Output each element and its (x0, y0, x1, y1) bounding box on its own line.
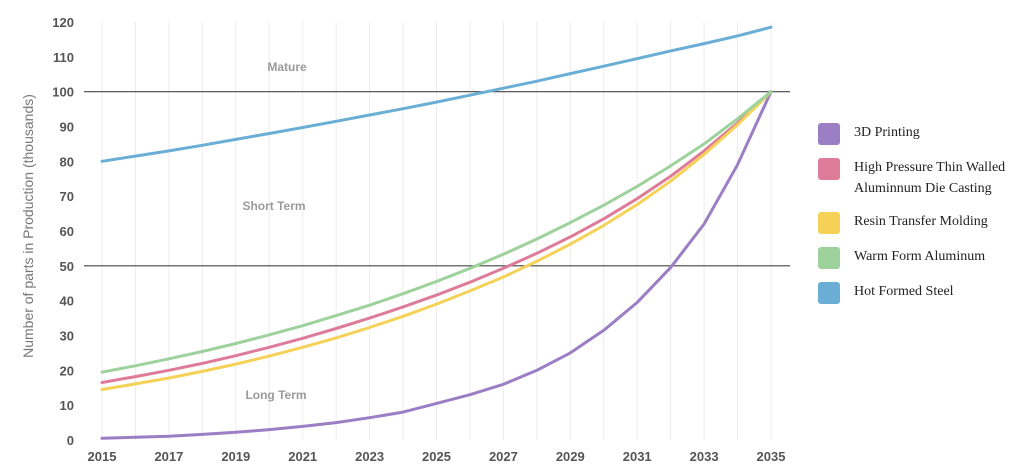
y-axis-title: Number of parts in Production (thousands… (20, 94, 36, 358)
legend-swatch (818, 158, 840, 180)
legend-item-die-casting: High Pressure Thin Walled Aluminnum Die … (818, 157, 1024, 199)
legend-item-warm-form-aluminum: Warm Form Aluminum (818, 246, 1024, 269)
y-tick-label: 0 (67, 433, 74, 448)
legend-item-hot-formed-steel: Hot Formed Steel (818, 281, 1024, 304)
x-tick-label: 2015 (88, 449, 117, 464)
x-tick-label: 2025 (422, 449, 451, 464)
y-tick-label: 30 (60, 329, 74, 344)
series-line-3 (100, 90, 773, 374)
y-tick-label: 40 (60, 294, 74, 309)
series-line-0 (100, 90, 773, 440)
x-tick-label: 2021 (288, 449, 317, 464)
x-tick-label: 2029 (556, 449, 585, 464)
series-line-4 (100, 25, 773, 163)
y-tick-labels: 0 10 20 30 40 50 60 70 80 90 100 110 120 (52, 15, 74, 448)
x-tick-label: 2031 (623, 449, 652, 464)
chart-legend: 3D Printing High Pressure Thin Walled Al… (818, 122, 1024, 316)
y-tick-label: 70 (60, 189, 74, 204)
y-tick-label: 90 (60, 120, 74, 135)
legend-label: High Pressure Thin Walled Aluminnum Die … (854, 160, 1006, 196)
legend-swatch (818, 247, 840, 269)
legend-label: 3D Printing (854, 125, 920, 140)
x-tick-label: 2033 (690, 449, 719, 464)
x-tick-labels: 2015 2017 2019 2021 2023 2025 2027 2029 2031 2033… (88, 449, 786, 464)
x-tick-label: 2027 (489, 449, 518, 464)
y-tick-label: 10 (60, 398, 74, 413)
y-tick-label: 60 (60, 224, 74, 239)
zone-label-mature: Mature (267, 60, 307, 74)
legend-label: Hot Formed Steel (854, 284, 954, 299)
legend-label: Warm Form Aluminum (854, 249, 986, 264)
legend-swatch (818, 212, 840, 234)
series-line-1 (100, 90, 773, 384)
x-tick-label: 2035 (757, 449, 786, 464)
zone-label-short-term: Short Term (242, 199, 305, 213)
series-lines (100, 25, 773, 440)
legend-swatch (818, 123, 840, 145)
legend-item-resin-transfer-molding: Resin Transfer Molding (818, 211, 1024, 234)
x-tick-label: 2017 (154, 449, 183, 464)
zone-labels: Mature Short Term Long Term (242, 60, 307, 402)
y-tick-label: 100 (52, 85, 74, 100)
x-tick-label: 2019 (221, 449, 250, 464)
line-chart: Mature Short Term Long Term 0 10 20 30 40 50 6… (20, 15, 790, 464)
y-tick-label: 80 (60, 154, 74, 169)
y-tick-label: 110 (53, 50, 74, 65)
zone-label-long-term: Long Term (245, 388, 306, 402)
legend-label: Resin Transfer Molding (854, 214, 988, 229)
y-tick-label: 20 (60, 363, 74, 378)
grid-layer (101, 22, 772, 440)
legend-item-3d-printing: 3D Printing (818, 122, 1024, 145)
y-tick-label: 120 (52, 15, 74, 30)
y-tick-label: 50 (60, 259, 74, 274)
x-tick-label: 2023 (355, 449, 384, 464)
series-line-2 (100, 90, 773, 391)
legend-swatch (818, 282, 840, 304)
